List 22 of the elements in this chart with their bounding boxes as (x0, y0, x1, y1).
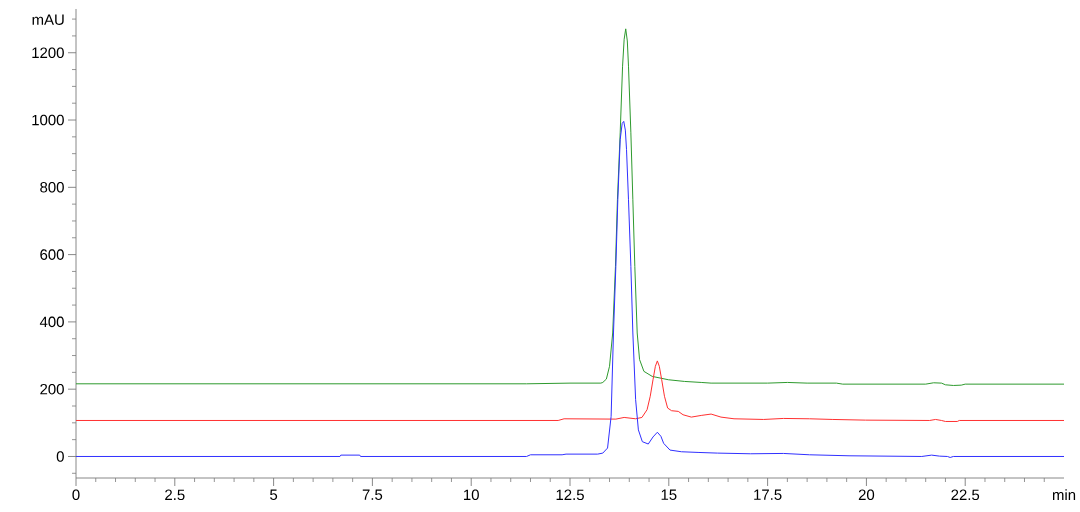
x-tick-label: 17.5 (754, 489, 782, 500)
y-tick-label: 600 (40, 249, 64, 260)
y-tick-label: 1000 (32, 114, 64, 126)
x-tick-label: 12.5 (556, 489, 584, 501)
x-tick-label: 22.5 (951, 489, 980, 501)
line-series (76, 120, 1065, 458)
x-tick-label: 2.5 (165, 489, 185, 501)
y-tick-label: 1200 (32, 47, 64, 59)
x-axis-title: min (1052, 489, 1076, 501)
line-series (76, 360, 1065, 422)
y-tick-label: 200 (40, 383, 64, 395)
x-tick-label: 10 (464, 489, 479, 501)
line-series (76, 28, 1065, 386)
x-tick-label: 7.5 (362, 489, 383, 500)
x-tick-label: 0 (72, 489, 80, 501)
y-tick-label: 800 (40, 182, 64, 193)
y-axis-title: mAU (32, 14, 64, 25)
y-tick-label: 400 (39, 316, 64, 328)
x-tick-label: 15 (661, 489, 677, 500)
x-tick-label: 20 (858, 489, 875, 501)
x-tick-label: 5 (270, 489, 278, 500)
y-tick-label: 0 (56, 451, 64, 462)
